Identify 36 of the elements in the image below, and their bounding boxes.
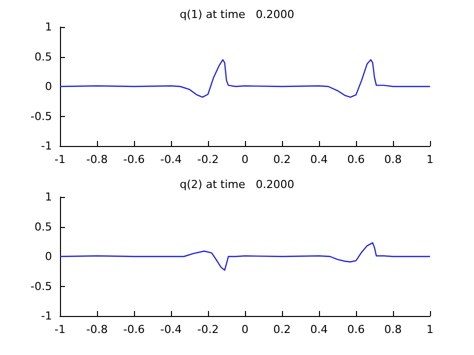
x-tick-label: 0.8 — [384, 323, 402, 336]
x-tick-label: 0 — [242, 153, 248, 166]
y-tick-label: 1 — [45, 20, 52, 34]
x-tick-label: -0.4 — [160, 323, 182, 336]
x-tick-label: 0.2 — [273, 323, 291, 336]
y-tick-label: 0.5 — [34, 220, 52, 234]
x-tick-label: 1 — [426, 153, 434, 166]
y-tick-label: 0 — [45, 80, 52, 93]
x-tick-label: -0.6 — [123, 323, 145, 336]
chart-title: q(2) at time 0.2000 — [180, 178, 294, 191]
y-tick-label: -1 — [41, 310, 52, 322]
y-tick-label: 0.5 — [34, 50, 52, 64]
x-tick-label: -1 — [54, 323, 66, 336]
x-tick-label: 1 — [426, 323, 434, 336]
y-tick-label: -0.5 — [30, 280, 52, 293]
x-tick-label: -0.8 — [86, 323, 108, 336]
x-tick-label: 0.6 — [347, 153, 365, 166]
x-tick-label: 0.2 — [273, 153, 291, 166]
line-series — [59, 242, 431, 271]
x-tick-label: -0.4 — [160, 153, 182, 166]
chart-title: q(1) at time 0.2000 — [180, 8, 294, 21]
x-tick-label: 0.6 — [347, 323, 365, 336]
y-tick-label: -0.5 — [30, 110, 52, 123]
y-tick-label: -1 — [41, 140, 52, 152]
x-tick-label: 0 — [242, 323, 248, 336]
x-tick-label: 0.4 — [310, 323, 328, 336]
x-tick-label: -0.8 — [86, 153, 108, 166]
x-tick-label: 0.8 — [384, 153, 402, 166]
x-tick-label: -0.2 — [197, 323, 219, 336]
y-tick-label: 0 — [45, 250, 52, 263]
x-tick-label: -0.2 — [197, 153, 219, 166]
x-tick-label: -1 — [54, 153, 66, 166]
line-series — [59, 59, 431, 98]
x-tick-label: -0.6 — [123, 153, 145, 166]
x-tick-label: 0.4 — [310, 153, 328, 166]
y-tick-label: 1 — [45, 190, 52, 204]
